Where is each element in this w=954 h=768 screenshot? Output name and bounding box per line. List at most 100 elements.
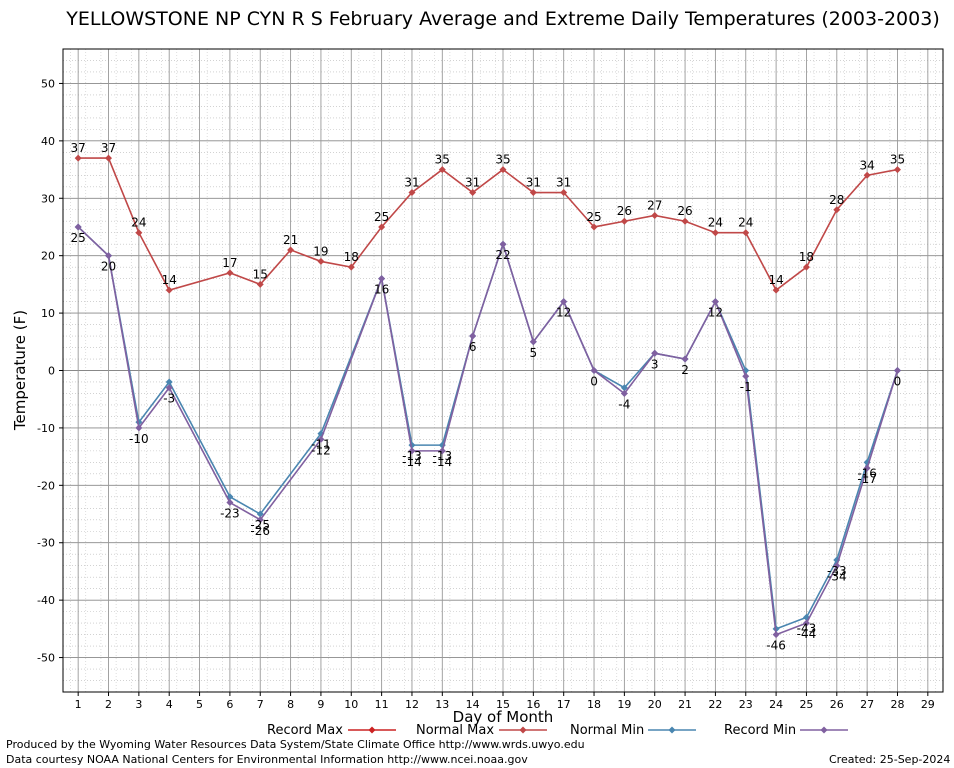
record-min-point: [408, 447, 416, 455]
normal-max-point: [499, 166, 507, 174]
normal-max-data-label: 17: [222, 256, 237, 270]
x-tick-label: 7: [257, 698, 264, 711]
normal-max-point: [742, 229, 750, 237]
series-layer: [74, 154, 901, 639]
normal-max-point: [772, 286, 780, 294]
normal-max-data-label: 31: [556, 176, 571, 190]
record-min-data-label: -26: [250, 524, 270, 538]
x-tick-label: 15: [496, 698, 510, 711]
x-tick-label: 1: [75, 698, 82, 711]
normal-max-data-label: 27: [647, 198, 662, 212]
normal-max-point: [863, 171, 871, 179]
normal-max-data-label: 21: [283, 233, 298, 247]
normal-max-data-label: 24: [131, 216, 146, 230]
record-min-data-label: -23: [220, 507, 240, 521]
normal-max-data-label: 31: [465, 176, 480, 190]
y-tick-label: -20: [37, 479, 55, 492]
record-min-point: [165, 384, 173, 392]
y-tick-label: 30: [41, 192, 55, 205]
record-min-point: [74, 223, 82, 231]
normal-min-data-label: -33: [827, 564, 847, 578]
normal-min-data-label: -43: [797, 621, 817, 635]
x-tick-label: 24: [769, 698, 783, 711]
x-axis-label: Day of Month: [453, 708, 554, 726]
y-tick-label: 10: [41, 307, 55, 320]
record-min-point: [620, 389, 628, 397]
x-tick-label: 8: [287, 698, 294, 711]
x-tick-label: 10: [344, 698, 358, 711]
normal-max-data-label: 14: [162, 273, 177, 287]
y-tick-label: -40: [37, 594, 55, 607]
y-axis-label: Temperature (F): [11, 310, 29, 431]
record-min-point: [772, 631, 780, 639]
normal-max-point: [438, 166, 446, 174]
normal-min-data-label: -13: [402, 449, 422, 463]
normal-min-data-label: -25: [250, 518, 270, 532]
y-tick-label: -10: [37, 422, 55, 435]
x-tick-label: 5: [196, 698, 203, 711]
record-min-point: [105, 252, 113, 260]
record-min-point: [135, 424, 143, 432]
legend: Record Max Normal Max Normal Min Record Min: [267, 723, 848, 738]
x-tick-label: 27: [860, 698, 874, 711]
normal-max-data-label: 25: [586, 210, 601, 224]
x-tick-label: 23: [739, 698, 753, 711]
normal-min-data-label: -16: [857, 466, 877, 480]
record-min-point: [681, 355, 689, 363]
normal-max-data-label: 24: [708, 216, 723, 230]
record-min-data-label: 20: [101, 260, 116, 274]
record-min-point: [438, 447, 446, 455]
normal-max-data-label: 28: [829, 193, 844, 207]
normal-min-point: [620, 384, 628, 392]
normal-max-line: [78, 157, 898, 292]
legend-marker-record-max: [368, 726, 376, 734]
x-tick-label: 22: [708, 698, 722, 711]
record-min-data-label: 25: [71, 231, 86, 245]
normal-max-point: [165, 286, 173, 294]
x-tick-label: 13: [435, 698, 449, 711]
normal-max-point: [529, 189, 537, 197]
y-tick-label: -30: [37, 537, 55, 550]
record-min-data-label: 12: [556, 306, 571, 320]
grid-layer: [63, 48, 943, 693]
x-tick-label: 6: [226, 698, 233, 711]
record-min-data-label: -17: [857, 472, 877, 486]
normal-min-point: [165, 378, 173, 386]
normal-max-point: [560, 189, 568, 197]
record-min-point: [378, 275, 386, 283]
normal-max-data-label: 31: [404, 176, 419, 190]
footer-produced-by: Produced by the Wyoming Water Resources …: [6, 738, 585, 751]
record-min-data-label: 5: [530, 346, 538, 360]
record-min-point: [469, 332, 477, 340]
normal-max-data-label: 31: [526, 176, 541, 190]
normal-max-point: [590, 223, 598, 231]
record-min-point: [529, 338, 537, 346]
normal-max-data-label: 25: [374, 210, 389, 224]
normal-max-data-label: 26: [677, 204, 692, 218]
x-tick-label: 9: [317, 698, 324, 711]
normal-max-point: [256, 280, 264, 288]
normal-max-data-label: 14: [768, 273, 783, 287]
normal-max-point: [287, 246, 295, 254]
x-tick-label: 21: [678, 698, 692, 711]
record-min-point: [893, 367, 901, 374]
record-min-point: [651, 349, 659, 357]
record-min-data-label: -12: [311, 443, 331, 457]
normal-max-point: [711, 229, 719, 237]
normal-max-data-label: 35: [495, 153, 510, 167]
record-min-data-label: 16: [374, 283, 389, 297]
normal-max-data-label: 18: [344, 250, 359, 264]
record-min-data-label: 0: [894, 375, 902, 389]
normal-max-point: [105, 154, 113, 162]
record-min-data-label: -14: [402, 455, 422, 469]
normal-max-point: [651, 211, 659, 219]
record-min-data-label: 6: [469, 340, 477, 354]
record-min-data-label: -46: [766, 639, 786, 653]
x-tick-label: 2: [105, 698, 112, 711]
record-min-point: [590, 367, 598, 374]
legend-label-record-max: Record Max: [267, 723, 343, 738]
record-min-data-label: 2: [681, 363, 689, 377]
record-min-point: [560, 298, 568, 306]
record-min-point: [256, 516, 264, 524]
